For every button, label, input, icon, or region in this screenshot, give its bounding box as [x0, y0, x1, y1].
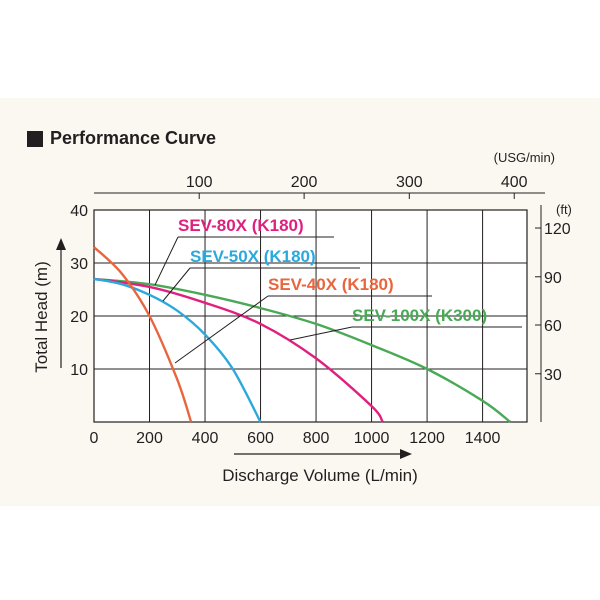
x-tick-label: 400: [192, 430, 219, 447]
x-axis-label: Discharge Volume (L/min): [222, 466, 418, 485]
curve-leader-line: [289, 326, 353, 341]
curve-leader-line: [174, 295, 269, 364]
secondary-x-unit-label: (USG/min): [494, 150, 555, 165]
curve-leader-line: [154, 236, 179, 286]
secondary-y-tick-label: 120: [544, 221, 571, 238]
secondary-x-tick-label: 100: [186, 174, 213, 191]
series-curve: [93, 246, 193, 423]
series-curve: [93, 277, 384, 423]
x-tick-label: 1000: [354, 430, 390, 447]
y-axis-label: Total Head (m): [32, 261, 51, 372]
secondary-x-tick-label: 300: [396, 174, 423, 191]
chart-title-row: Performance Curve: [27, 128, 216, 149]
curve-label: SEV-80X (K180): [178, 216, 304, 235]
curve-leader-line: [162, 267, 191, 302]
x-tick-label: 1400: [465, 430, 501, 447]
y-axis-arrow-icon: [56, 238, 66, 250]
x-axis-arrow-icon: [400, 449, 412, 459]
secondary-x-tick-label: 400: [501, 174, 528, 191]
x-tick-label: 200: [136, 430, 163, 447]
secondary-y-tick-label: 60: [544, 318, 562, 335]
curve-label: SEV-100X (K300): [352, 306, 487, 325]
curve-label: SEV-40X (K180): [268, 275, 394, 294]
x-tick-label: 0: [90, 430, 99, 447]
series-curve: [93, 277, 262, 423]
square-bullet-icon: [27, 130, 43, 147]
x-tick-label: 600: [247, 430, 274, 447]
secondary-y-tick-label: 30: [544, 367, 562, 384]
y-tick-label: 20: [70, 309, 88, 326]
curve-label: SEV-50X (K180): [190, 247, 316, 266]
secondary-y-tick-label: 90: [544, 270, 562, 287]
series-curve: [93, 277, 512, 423]
y-tick-label: 30: [70, 256, 88, 273]
page-title: Performance Curve: [50, 128, 217, 148]
secondary-x-tick-label: 200: [291, 174, 318, 191]
y-tick-label: 40: [70, 203, 88, 220]
y-tick-label: 10: [70, 362, 88, 379]
x-tick-label: 1200: [409, 430, 445, 447]
x-tick-label: 800: [303, 430, 330, 447]
secondary-y-unit-label: (ft): [556, 202, 572, 217]
plot-border: [93, 209, 528, 423]
